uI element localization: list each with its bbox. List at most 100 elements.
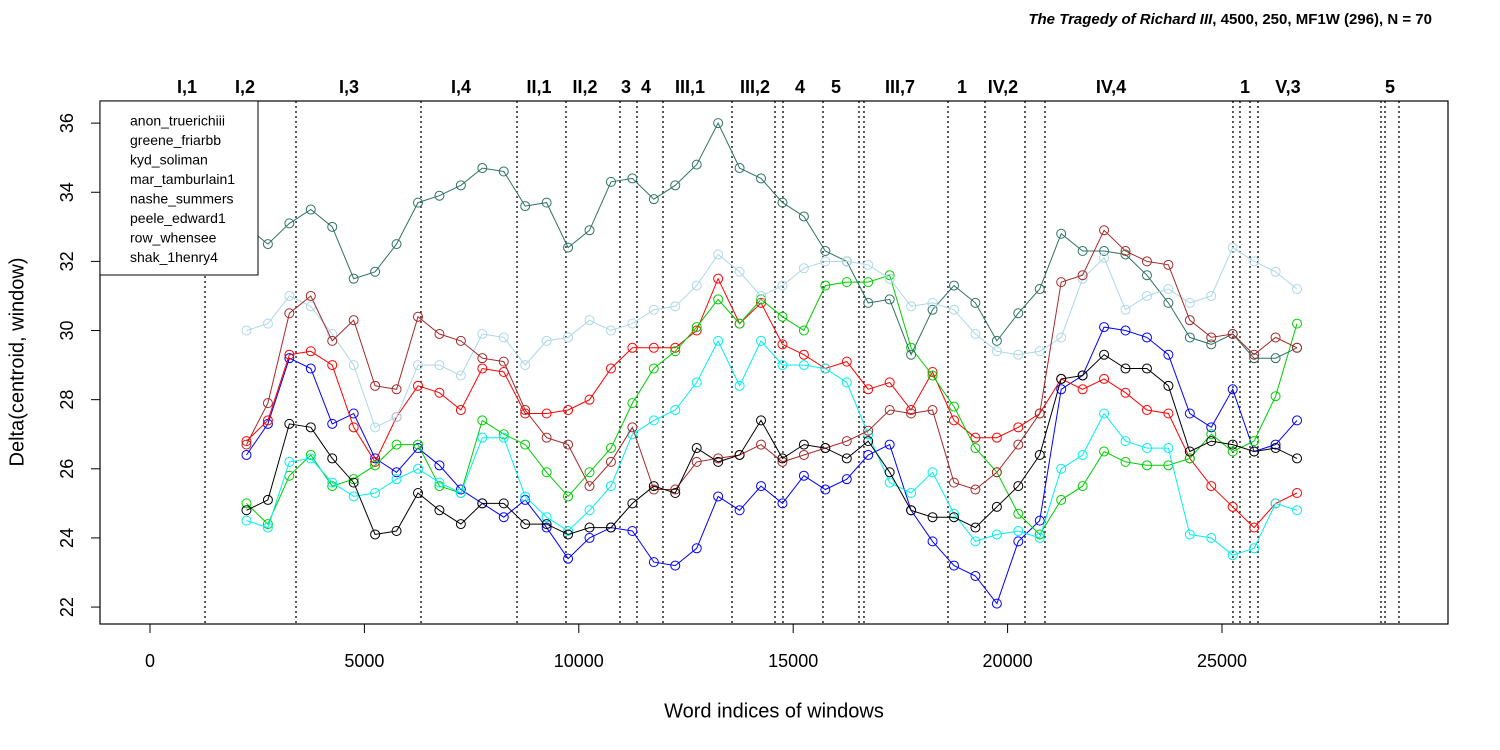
data-point [327, 360, 338, 371]
scene-label: II,2 [573, 77, 598, 97]
data-point [841, 377, 852, 388]
data-point [1099, 446, 1110, 457]
data-point [906, 342, 917, 353]
data-point [241, 449, 252, 460]
data-point [991, 335, 1002, 346]
data-point [584, 315, 595, 326]
data-point [1270, 332, 1281, 343]
data-point [713, 491, 724, 502]
data-point [798, 360, 809, 371]
data-point [906, 487, 917, 498]
data-point [648, 415, 659, 426]
y-axis-label: Delta(centroid, window) [6, 258, 28, 467]
y-tick-label: 28 [57, 390, 77, 410]
data-point [241, 325, 252, 336]
data-point [1206, 290, 1217, 301]
data-point [1292, 487, 1303, 498]
data-point [798, 211, 809, 222]
data-point [1249, 353, 1260, 364]
data-point [605, 481, 616, 492]
data-point [1120, 363, 1131, 374]
data-point [756, 173, 767, 184]
data-point [1099, 349, 1110, 360]
x-tick-label: 25000 [1197, 651, 1247, 671]
data-point [670, 484, 681, 495]
data-point [1034, 284, 1045, 295]
data-point [262, 239, 273, 250]
data-point [713, 335, 724, 346]
data-point [605, 176, 616, 187]
data-point [1120, 387, 1131, 398]
data-point [713, 456, 724, 467]
data-point [327, 221, 338, 232]
data-point [1013, 308, 1024, 319]
data-point [1141, 270, 1152, 281]
data-point [884, 467, 895, 478]
scene-label: V,3 [1275, 77, 1300, 97]
data-point [1292, 415, 1303, 426]
data-point [412, 439, 423, 450]
data-point [970, 522, 981, 533]
data-point [348, 273, 359, 284]
data-point [906, 349, 917, 360]
data-point [1227, 384, 1238, 395]
data-point [820, 443, 831, 454]
data-point [841, 474, 852, 485]
data-point [927, 536, 938, 547]
y-tick-label: 32 [57, 251, 77, 271]
data-point [756, 335, 767, 346]
data-point [948, 401, 959, 412]
data-point [670, 301, 681, 312]
data-point [713, 294, 724, 305]
data-point [370, 460, 381, 471]
data-point [455, 519, 466, 530]
data-point [970, 443, 981, 454]
data-point [1249, 446, 1260, 457]
data-point [927, 467, 938, 478]
data-point [584, 225, 595, 236]
data-point [412, 463, 423, 474]
data-point [1163, 349, 1174, 360]
legend-entry: peele_edward1 [130, 210, 226, 226]
data-point [1249, 522, 1260, 533]
data-point [563, 491, 574, 502]
data-point [327, 335, 338, 346]
data-point [477, 415, 488, 426]
data-point [434, 190, 445, 201]
data-point [434, 360, 445, 371]
data-point [1292, 284, 1303, 295]
data-point [1013, 349, 1024, 360]
data-point [841, 256, 852, 267]
data-point [605, 522, 616, 533]
data-point [348, 422, 359, 433]
data-point [1227, 501, 1238, 512]
data-point [241, 436, 252, 447]
data-point [305, 422, 316, 433]
data-point [1249, 436, 1260, 447]
data-point [756, 439, 767, 450]
data-point [820, 246, 831, 257]
data-point [884, 377, 895, 388]
data-point [1034, 449, 1045, 460]
data-point [541, 467, 552, 478]
data-point [1120, 436, 1131, 447]
data-point [1270, 498, 1281, 509]
chart-title: The Tragedy of Richard III, 4500, 250, M… [1028, 11, 1432, 28]
data-point [520, 201, 531, 212]
data-point [863, 425, 874, 436]
data-point [863, 449, 874, 460]
data-point [391, 239, 402, 250]
data-point [1099, 246, 1110, 257]
data-point [541, 519, 552, 530]
data-point [305, 290, 316, 301]
data-point [756, 294, 767, 305]
data-point [670, 346, 681, 357]
data-point [563, 439, 574, 450]
data-point [948, 512, 959, 523]
data-point [455, 180, 466, 191]
data-point [1034, 532, 1045, 543]
data-point [648, 304, 659, 315]
data-point [1227, 328, 1238, 339]
data-point [391, 384, 402, 395]
data-point [884, 273, 895, 284]
